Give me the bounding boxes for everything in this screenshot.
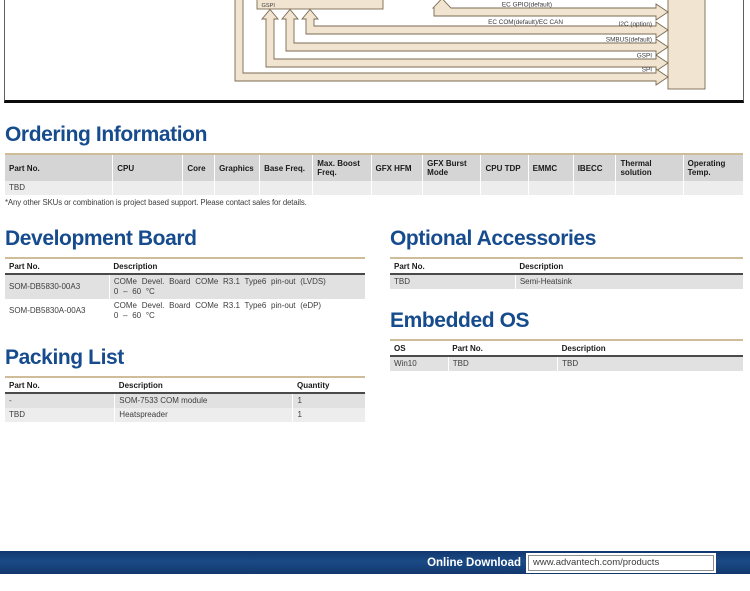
block-diagram: GSPI EC GPIO(default) EC COM(default)/EC… (0, 0, 750, 104)
col-max-boost-freq: Max. Boost Freq. (312, 154, 371, 182)
packing-header-row: Part No. Description Quantity (5, 377, 365, 395)
bus-pipe-ec-com-i2c (301, 8, 669, 39)
cell-os: Win10 (394, 359, 417, 369)
packing-list-table: Part No. Description Quantity - SOM-7533… (5, 376, 365, 423)
cell-description: COMe Devel. Board COMe R3.1 Type6 pin-ou… (108, 274, 365, 300)
col-gfx-hfm: GFX HFM (370, 154, 423, 182)
embedded-os-table: OS Part No. Description Win10 TBD TBD (390, 339, 743, 372)
section-heading-packing-list: Packing List (5, 346, 124, 369)
bus-label-ec-com: EC COM(default)/EC CAN (488, 19, 563, 26)
section-heading-embedded-os: Embedded OS (390, 309, 530, 332)
diagram-canvas: GSPI EC GPIO(default) EC COM(default)/EC… (234, 0, 706, 90)
col-emmc: EMMC (527, 154, 574, 182)
table-row: - SOM-7533 COM module 1 (5, 393, 365, 409)
bus-pipe-spi (234, 0, 669, 86)
connector-box (667, 0, 706, 90)
bus-pipe-ec-gpio (431, 0, 669, 21)
cell-part-no: TBD (9, 183, 25, 193)
cell-description: Heatspreader (114, 408, 293, 423)
col-core: Core (182, 154, 215, 182)
section-optional-accessories: Optional Accessories Part No. Descriptio… (390, 227, 743, 290)
col-part-no: Part No. (5, 154, 113, 182)
col-os: OS (390, 340, 449, 358)
cell-description: TBD (557, 356, 743, 372)
table-row: TBD Heatspreader 1 (5, 408, 365, 423)
embedded-os-header-row: OS Part No. Description (390, 340, 743, 358)
col-description: Description (114, 377, 293, 395)
bus-label-smbus: SMBUS(default) (606, 37, 652, 44)
ordering-header-row: Part No. CPU Core Graphics Base Freq. Ma… (5, 154, 743, 182)
bus-label-spi: SPI (642, 67, 653, 74)
online-download-label: Online Download (427, 556, 521, 569)
cell-quantity: 1 (292, 393, 365, 409)
development-board-table: Part No. Description SOM-DB5830-00A3 COM… (5, 257, 365, 324)
col-graphics: Graphics (214, 154, 260, 182)
section-heading-development-board: Development Board (5, 227, 197, 250)
col-operating-temp: Operating Temp. (682, 154, 743, 182)
optional-accessories-table: Part No. Description TBD Semi-Heatsink (390, 257, 743, 290)
cell-description: SOM-7533 COM module (114, 393, 293, 409)
col-description: Description (109, 258, 365, 276)
col-part-no: Part No. (448, 340, 558, 358)
table-row: SOM-DB5830-00A3 COMe Devel. Board COMe R… (5, 274, 365, 300)
cell-part-no: SOM-DB5830A-00A3 (9, 306, 86, 316)
col-ibecc: IBECC (572, 154, 616, 182)
table-row: TBD (5, 181, 743, 196)
footer-download-bar: Online Download www.advantech.com/produc… (0, 551, 750, 574)
dev-board-header-row: Part No. Description (5, 258, 365, 276)
col-part-no: Part No. (5, 377, 115, 395)
cell-quantity: 1 (292, 408, 365, 423)
table-row: TBD Semi-Heatsink (390, 274, 743, 290)
cell-part-no: TBD (447, 356, 558, 372)
col-description: Description (515, 258, 743, 276)
col-description: Description (557, 340, 743, 358)
bus-label-ec-gpio: EC GPIO(default) (502, 2, 552, 9)
table-row: Win10 TBD TBD (390, 356, 743, 372)
section-development-board: Development Board Part No. Description S… (5, 227, 365, 324)
col-part-no: Part No. (390, 258, 516, 276)
table-row: SOM-DB5830A-00A3 COMe Devel. Board COMe … (5, 299, 365, 324)
bus-label-gspi: GSPI (637, 53, 652, 60)
section-embedded-os: Embedded OS OS Part No. Description Win1… (390, 309, 743, 372)
optional-header-row: Part No. Description (390, 258, 743, 276)
cell-part-no: TBD (9, 410, 25, 420)
cell-part-no: SOM-DB5830-00A3 (9, 282, 81, 292)
download-url-box[interactable]: www.advantech.com/products (528, 554, 714, 571)
cell-part-no: TBD (394, 277, 410, 287)
col-part-no: Part No. (5, 258, 110, 276)
col-thermal-solution: Thermal solution (615, 154, 684, 182)
cell-description: Semi-Heatsink (514, 274, 743, 290)
module-box-label: GSPI (262, 3, 276, 9)
diagram-border (4, 0, 744, 103)
download-url[interactable]: www.advantech.com/products (533, 557, 660, 568)
section-ordering-information: Ordering Information Part No. CPU Core G… (5, 123, 743, 207)
cell-description: COMe Devel. Board COMe R3.1 Type6 pin-ou… (108, 299, 365, 324)
bus-label-i2c: I2C (option) (619, 21, 652, 28)
col-cpu: CPU (112, 154, 183, 182)
col-cpu-tdp: CPU TDP (480, 154, 529, 182)
section-heading-ordering: Ordering Information (5, 123, 208, 146)
section-heading-optional-accessories: Optional Accessories (390, 227, 596, 250)
module-box (256, 0, 384, 10)
cell-part-no: - (9, 396, 12, 406)
ordering-table: Part No. CPU Core Graphics Base Freq. Ma… (5, 153, 743, 196)
col-base-freq: Base Freq. (259, 154, 313, 182)
ordering-footnote: *Any other SKUs or combination is projec… (5, 198, 307, 208)
col-quantity: Quantity (292, 377, 365, 395)
section-packing-list: Packing List Part No. Description Quanti… (5, 346, 365, 423)
col-gfx-burst-mode: GFX Burst Mode (422, 154, 481, 182)
